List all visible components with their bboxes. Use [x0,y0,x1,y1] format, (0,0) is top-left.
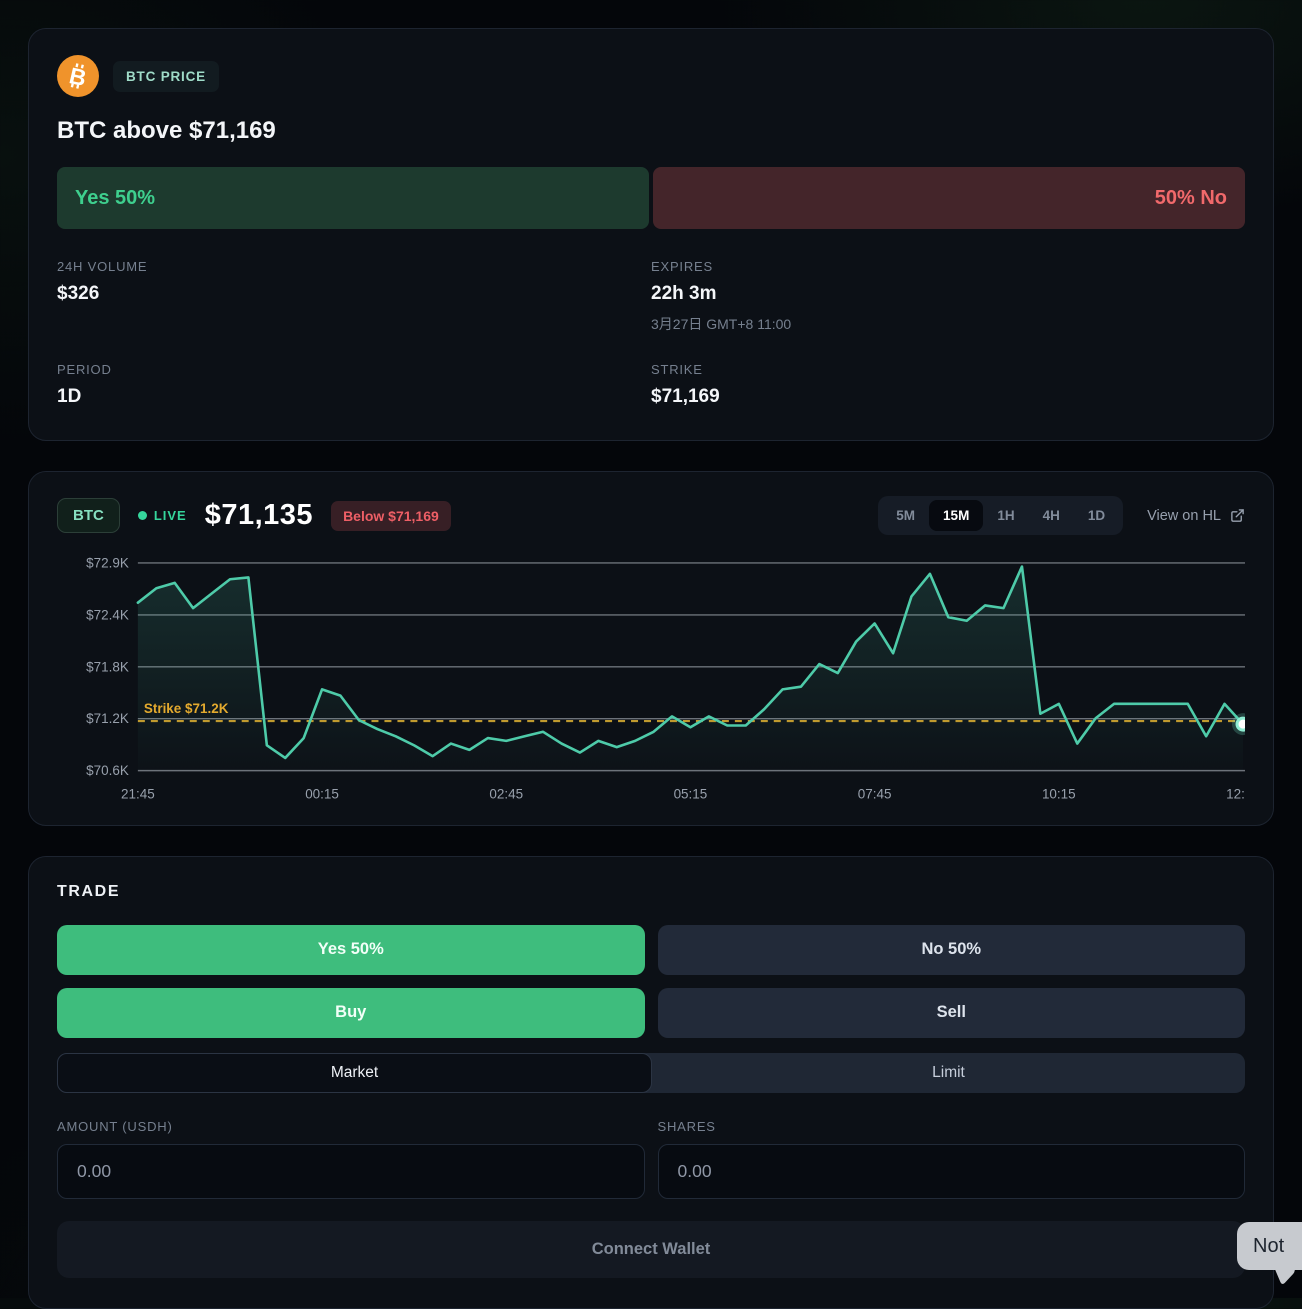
svg-text:$71.2K: $71.2K [86,711,129,726]
expires-label: EXPIRES [651,259,713,274]
live-indicator: LIVE [137,508,187,523]
external-link-icon [1231,509,1244,522]
chart-area[interactable]: $72.9K $72.4K $71.8K $71.2K $70.6K 21:45 00:15… [57,549,1245,807]
trade-fields: AMOUNT (USDH) SHARES [57,1119,1245,1199]
svg-text:12:45: 12:45 [1226,787,1245,802]
svg-text:00:15: 00:15 [305,787,339,802]
shares-input[interactable] [657,1143,1245,1199]
chart-card: BTC LIVE $71,135 Below $71,169 5M 15M 1H 4H… [28,471,1274,826]
no-odds-bar[interactable]: 50% No [653,167,1245,229]
chart-header-right: 5M 15M 1H 4H 1D View on HL [878,496,1245,535]
expires-note: 3月27日 GMT+8 11:00 [651,316,792,332]
below-strike-badge: Below $71,169 [331,500,451,531]
order-type-toggle: Market Limit [57,1052,1245,1093]
shares-field-group: SHARES [657,1118,1245,1199]
shares-label: SHARES [657,1118,716,1134]
svg-text:$70.6K: $70.6K [86,763,129,778]
trade-heading: TRADE [57,882,121,900]
stat-expires: EXPIRES 22h 3m 3月27日 GMT+8 11:00 [651,259,1245,334]
stat-period: PERIOD 1D [57,362,651,408]
chart-header: BTC LIVE $71,135 Below $71,169 5M 15M 1H 4H… [57,496,1245,535]
svg-text:Strike $71.2K: Strike $71.2K [144,701,229,716]
view-on-hl-link[interactable]: View on HL [1147,508,1245,524]
expires-value: 22h 3m [651,283,717,304]
notification-tooltip-text: Not [1253,1234,1285,1257]
timeframe-4h[interactable]: 4H [1029,500,1074,531]
svg-text:$72.9K: $72.9K [86,555,129,570]
market-card: B BTC PRICE BTC above $71,169 Yes 50% 50… [28,28,1274,441]
stat-strike: STRIKE $71,169 [651,362,1245,408]
view-on-hl-label: View on HL [1147,507,1221,524]
price-chart: $72.9K $72.4K $71.8K $71.2K $70.6K 21:45 00:15… [86,555,1245,802]
svg-text:10:15: 10:15 [1042,787,1076,802]
market-stats: 24H VOLUME $326 EXPIRES 22h 3m 3月27日 GMT… [57,259,1245,408]
amount-field-group: AMOUNT (USDH) [57,1119,645,1199]
live-dot-icon [137,511,147,520]
timeframe-group: 5M 15M 1H 4H 1D [878,496,1124,535]
yes-odds-bar[interactable]: Yes 50% [57,167,649,229]
market-header: B BTC PRICE [57,55,1245,97]
sell-button[interactable]: Sell [657,987,1245,1038]
timeframe-5m[interactable]: 5M [882,500,929,531]
svg-text:05:15: 05:15 [674,787,708,802]
yes-button[interactable]: Yes 50% [57,924,645,975]
timeframe-15m[interactable]: 15M [929,500,984,531]
buy-button[interactable]: Buy [57,987,645,1038]
live-label: LIVE [153,508,187,523]
timeframe-1h[interactable]: 1H [983,500,1028,531]
market-title: BTC above $71,169 [57,117,276,144]
period-label: PERIOD [57,362,112,377]
trade-buttons: Yes 50% No 50% Buy Sell Market Limit [57,924,1245,1093]
svg-text:21:45: 21:45 [121,787,155,802]
market-tab[interactable]: Market [57,1052,652,1093]
market-category-badge: BTC PRICE [113,60,219,92]
svg-text:$72.4K: $72.4K [86,607,129,622]
symbol-chip[interactable]: BTC [57,498,120,533]
bitcoin-icon: B [57,55,99,97]
svg-text:02:45: 02:45 [489,787,523,802]
trade-card: TRADE Yes 50% No 50% Buy Sell Market Lim… [28,855,1274,1309]
connect-wallet-button[interactable]: Connect Wallet [57,1220,1245,1278]
notification-tooltip: Not [1237,1222,1302,1270]
svg-text:$71.8K: $71.8K [86,659,129,674]
period-value: 1D [57,386,82,407]
limit-tab[interactable]: Limit [652,1053,1245,1093]
svg-text:07:45: 07:45 [858,787,892,802]
timeframe-1d[interactable]: 1D [1074,500,1119,531]
odds-bars: Yes 50% 50% No [57,167,1245,229]
amount-label: AMOUNT (USDH) [57,1118,173,1134]
stat-volume: 24H VOLUME $326 [57,259,651,334]
strike-value: $71,169 [651,386,720,407]
strike-label: STRIKE [651,362,703,377]
current-price: $71,135 [204,499,314,531]
chart-header-left: BTC LIVE $71,135 Below $71,169 [57,498,451,533]
amount-input[interactable] [57,1143,645,1199]
volume-value: $326 [57,283,100,304]
volume-label: 24H VOLUME [57,259,148,274]
no-button[interactable]: No 50% [657,924,1245,975]
